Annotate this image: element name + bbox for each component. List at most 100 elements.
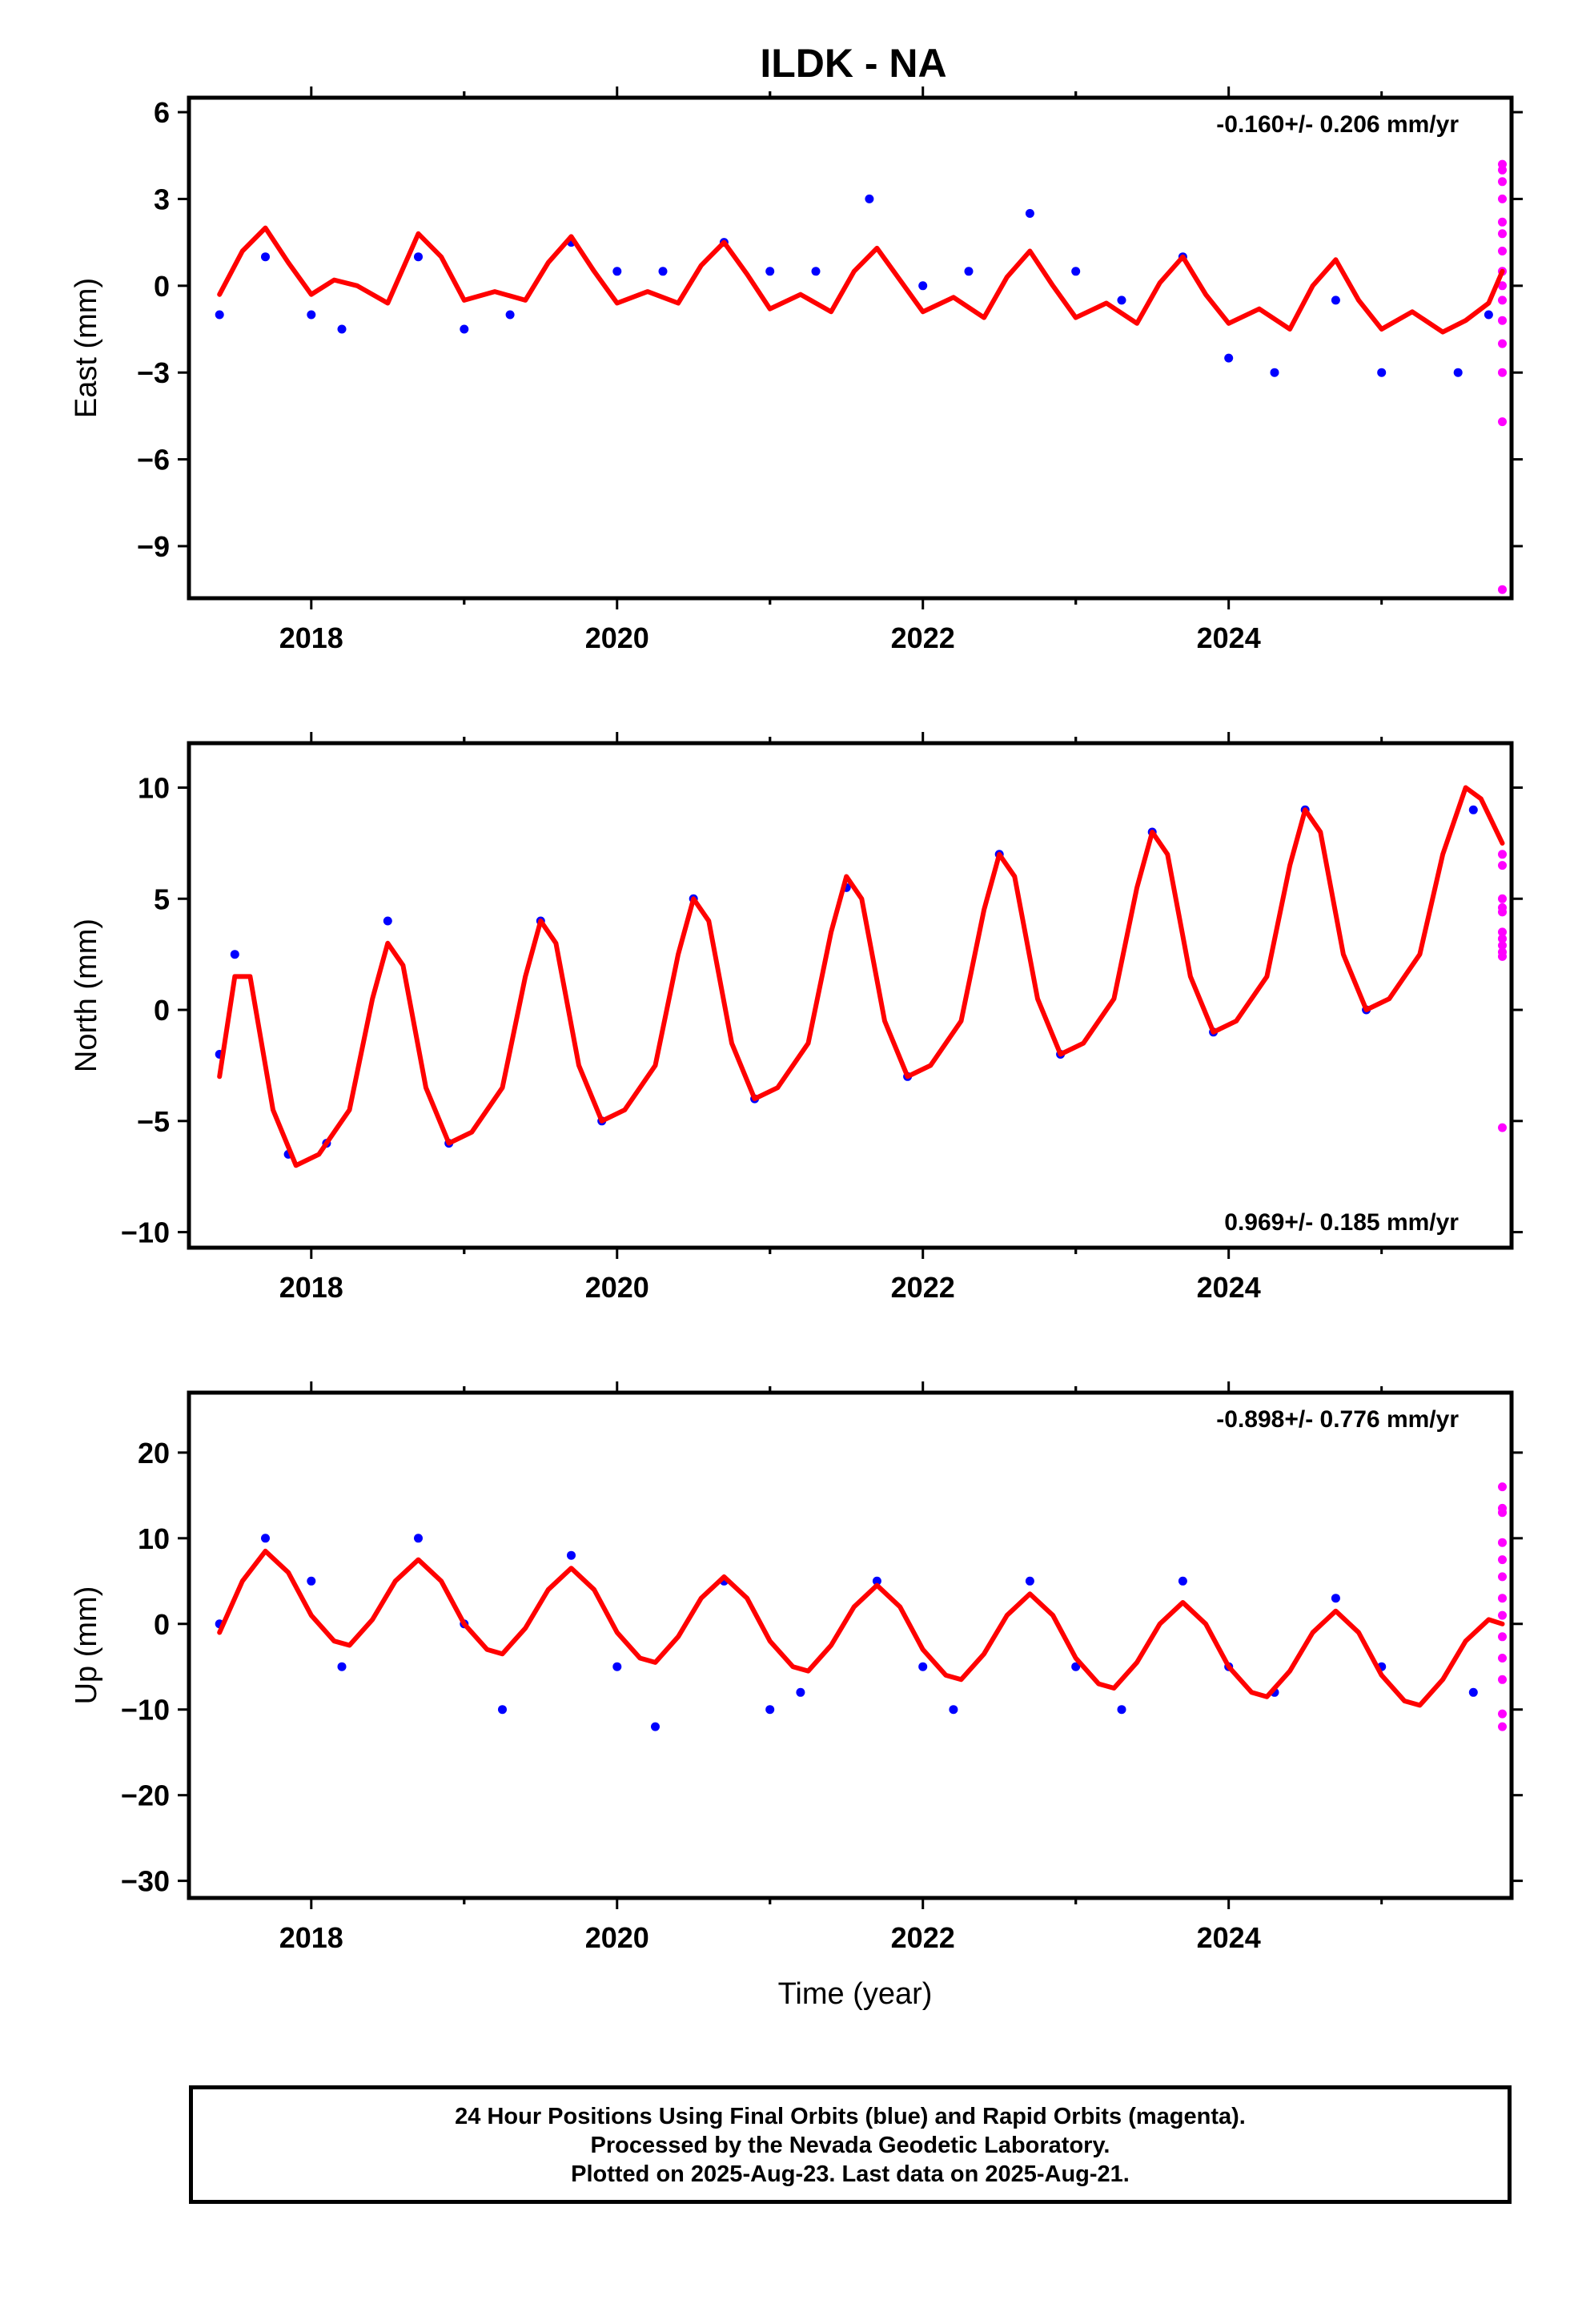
- east-y-tick-label: −9: [137, 530, 170, 563]
- up-final-orbit-point: [337, 1662, 347, 1671]
- east-rapid-orbit-point: [1498, 217, 1507, 227]
- east-final-orbit-point: [1270, 368, 1279, 377]
- north-rapid-orbit-point: [1498, 907, 1507, 917]
- up-panel: 2018 2020 2022 2024 −30 −20 −10 0 10 20 Up (mm) -0.…: [70, 1381, 1523, 1954]
- east-y-axis-label: East (mm): [70, 278, 103, 418]
- north-rapid-orbit-point: [1498, 1123, 1507, 1132]
- up-final-orbit-point: [872, 1576, 881, 1586]
- up-rapid-orbit-point: [1498, 1555, 1507, 1565]
- up-final-orbit-point: [949, 1705, 958, 1715]
- east-x-tick-label: 2024: [1197, 621, 1261, 654]
- east-y-tick-label: −3: [137, 356, 170, 389]
- north-rate-annotation: 0.969+/- 0.185 mm/yr: [1224, 1209, 1459, 1236]
- up-final-orbit-point: [1178, 1576, 1187, 1586]
- north-y-tick-label: −10: [121, 1216, 170, 1249]
- east-final-orbit-point: [414, 252, 423, 262]
- east-final-orbit-point: [658, 267, 668, 276]
- north-y-tick-label: −5: [137, 1105, 170, 1138]
- up-final-orbit-point: [261, 1534, 270, 1543]
- up-rapid-orbit-point: [1498, 1482, 1507, 1492]
- east-final-orbit-point: [612, 267, 622, 276]
- north-rapid-orbit-point: [1498, 941, 1507, 951]
- up-final-orbit-point: [651, 1722, 660, 1731]
- east-final-orbit-point: [307, 310, 316, 320]
- up-x-tick-label: 2022: [891, 1921, 955, 1954]
- east-y-tick-label: 6: [154, 96, 170, 129]
- up-rapid-orbit-point: [1498, 1654, 1507, 1663]
- north-x-tick-label: 2022: [891, 1271, 955, 1304]
- east-rapid-orbit-point: [1498, 316, 1507, 325]
- up-final-orbit-point: [1025, 1576, 1034, 1586]
- up-final-orbit-point: [612, 1662, 622, 1671]
- east-final-orbit-point: [765, 267, 775, 276]
- east-final-orbit-point: [1331, 296, 1340, 305]
- up-final-orbit-point: [1468, 1687, 1478, 1697]
- north-x-tick-label: 2018: [279, 1271, 343, 1304]
- east-final-orbit-point: [505, 310, 515, 320]
- east-x-tick-label: 2020: [585, 621, 649, 654]
- east-final-orbit-point: [1484, 310, 1493, 320]
- up-plot-frame: [187, 1390, 1514, 1900]
- figure-title: ILDK - NA: [760, 41, 946, 86]
- east-x-tick-label: 2022: [891, 621, 955, 654]
- east-final-orbit-point: [918, 281, 928, 291]
- up-rapid-orbit-point: [1498, 1709, 1507, 1719]
- up-rapid-orbit-point: [1498, 1722, 1507, 1731]
- up-rapid-orbit-point: [1498, 1632, 1507, 1642]
- footer-caption-box: 24 Hour Positions Using Final Orbits (bl…: [189, 2085, 1512, 2204]
- north-y-tick-label: 5: [154, 883, 170, 915]
- up-rapid-orbit-point: [1498, 1610, 1507, 1620]
- up-final-orbit-point: [765, 1705, 775, 1715]
- east-y-tick-label: 3: [154, 183, 170, 215]
- east-final-orbit-point: [460, 324, 469, 334]
- up-final-orbit-point: [498, 1705, 507, 1715]
- footer-line-3: Plotted on 2025-Aug-23. Last data on 202…: [571, 2161, 1130, 2187]
- up-rapid-orbit-point: [1498, 1675, 1507, 1684]
- up-rapid-orbit-point: [1498, 1538, 1507, 1547]
- up-y-tick-label: 0: [154, 1608, 170, 1641]
- east-final-orbit-point: [337, 324, 347, 334]
- x-axis-label: Time (year): [778, 1977, 933, 2011]
- up-final-orbit-point: [1331, 1594, 1340, 1603]
- up-final-orbit-point: [567, 1550, 576, 1560]
- east-y-tick-label: 0: [154, 270, 170, 303]
- north-rapid-orbit-point: [1498, 861, 1507, 870]
- up-final-orbit-point: [307, 1576, 316, 1586]
- east-rapid-orbit-point: [1498, 177, 1507, 187]
- east-rapid-orbit-point: [1498, 165, 1507, 175]
- north-rapid-orbit-point: [1498, 850, 1507, 859]
- east-rapid-orbit-point: [1498, 585, 1507, 594]
- east-final-orbit-point: [964, 267, 974, 276]
- east-final-orbit-point: [1117, 296, 1126, 305]
- east-final-orbit-point: [261, 252, 270, 262]
- up-y-tick-label: −30: [121, 1865, 170, 1898]
- up-final-orbit-point: [1071, 1662, 1081, 1671]
- east-final-orbit-point: [1224, 353, 1234, 363]
- north-rapid-orbit-point: [1498, 951, 1507, 961]
- north-x-tick-label: 2024: [1197, 1271, 1261, 1304]
- up-model-fit-line: [217, 1548, 1505, 1708]
- up-rate-annotation: -0.898+/- 0.776 mm/yr: [1216, 1406, 1459, 1433]
- east-y-tick-label: −6: [137, 444, 170, 476]
- footer-line-2: Processed by the Nevada Geodetic Laborat…: [590, 2133, 1110, 2158]
- east-final-orbit-point: [1025, 209, 1034, 218]
- north-x-tick-label: 2020: [585, 1271, 649, 1304]
- east-rapid-orbit-point: [1498, 417, 1507, 427]
- north-final-orbit-point: [1468, 805, 1478, 814]
- east-final-orbit-point: [865, 194, 874, 203]
- up-x-tick-label: 2018: [279, 1921, 343, 1954]
- east-rapid-orbit-point: [1498, 339, 1507, 348]
- footer-line-1: 24 Hour Positions Using Final Orbits (bl…: [455, 2104, 1246, 2129]
- east-rate-annotation: -0.160+/- 0.206 mm/yr: [1216, 111, 1459, 138]
- east-x-tick-label: 2018: [279, 621, 343, 654]
- east-rapid-orbit-point: [1498, 229, 1507, 239]
- north-y-tick-label: 10: [138, 772, 170, 805]
- east-model-fit-line: [217, 225, 1505, 335]
- east-rapid-orbit-point: [1498, 296, 1507, 305]
- up-rapid-orbit-point: [1498, 1572, 1507, 1582]
- east-rapid-orbit-point: [1498, 368, 1507, 377]
- up-y-tick-label: 10: [138, 1522, 170, 1555]
- east-panel: 2018 2020 2022 2024 −9 −6 −3 0 3 6 East (mm) -0.160…: [70, 86, 1523, 654]
- up-y-axis-label: Up (mm): [70, 1586, 103, 1705]
